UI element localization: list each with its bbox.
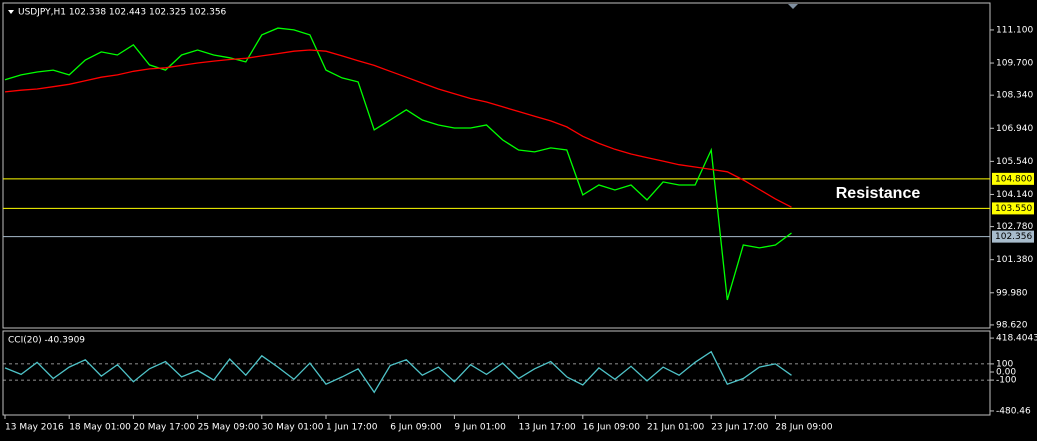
y-tick-label: 101.380 <box>996 255 1033 265</box>
price-label: 104.800 <box>995 174 1032 184</box>
series-line <box>4 49 792 208</box>
x-tick-label: 13 May 2016 <box>5 423 64 433</box>
annotation: Resistance <box>836 185 921 202</box>
x-tick-label: 28 Jun 09:00 <box>775 423 832 433</box>
y-tick-label: 418.4043 <box>996 334 1037 344</box>
x-tick-label: 6 Jun 09:00 <box>390 423 442 433</box>
x-tick-label: 20 May 17:00 <box>133 423 195 433</box>
price-label-bg <box>992 230 1034 243</box>
y-tick-label: 111.100 <box>996 25 1033 35</box>
chart-title: USDJPY,H1 102.338 102.443 102.325 102.35… <box>18 8 227 18</box>
x-tick-label: 16 Jun 09:00 <box>583 423 640 433</box>
x-tick-label: 9 Jun 01:00 <box>454 423 506 433</box>
cci-title: CCI(20) -40.3909 <box>8 336 85 346</box>
x-tick-label: 21 Jun 01:00 <box>647 423 704 433</box>
x-tick-label: 23 Jun 17:00 <box>711 423 768 433</box>
series-line <box>4 27 792 301</box>
y-tick-label: 98.620 <box>996 320 1028 330</box>
series-line <box>4 350 792 394</box>
y-tick-label: 109.700 <box>996 59 1033 69</box>
y-tick-label: 99.980 <box>996 288 1028 298</box>
y-tick-label: 104.140 <box>996 190 1033 200</box>
shift-marker <box>788 4 798 9</box>
x-tick-label: 25 May 09:00 <box>198 423 260 433</box>
y-tick-label: 100 <box>996 359 1013 369</box>
cci-panel <box>2 330 991 416</box>
y-tick-label: 105.540 <box>996 157 1033 167</box>
x-tick-label: 13 Jun 17:00 <box>519 423 576 433</box>
price-label: 103.550 <box>995 204 1032 214</box>
y-tick-label: 0.00 <box>996 368 1016 378</box>
price-label: 102.356 <box>995 232 1032 242</box>
y-tick-label: 102.780 <box>996 222 1033 232</box>
price-label-bg <box>992 172 1034 185</box>
x-tick-label: 1 Jun 17:00 <box>326 423 378 433</box>
y-tick-label: 106.940 <box>996 124 1033 134</box>
y-tick-label: -480.46 <box>996 406 1031 416</box>
y-tick-label: -100 <box>996 376 1017 386</box>
price-label-bg <box>992 202 1034 215</box>
x-tick-label: 30 May 01:00 <box>262 423 324 433</box>
menu-arrow <box>8 10 14 14</box>
main-panel <box>2 2 991 329</box>
y-tick-label: 108.340 <box>996 91 1033 101</box>
x-tick-label: 18 May 01:00 <box>69 423 131 433</box>
